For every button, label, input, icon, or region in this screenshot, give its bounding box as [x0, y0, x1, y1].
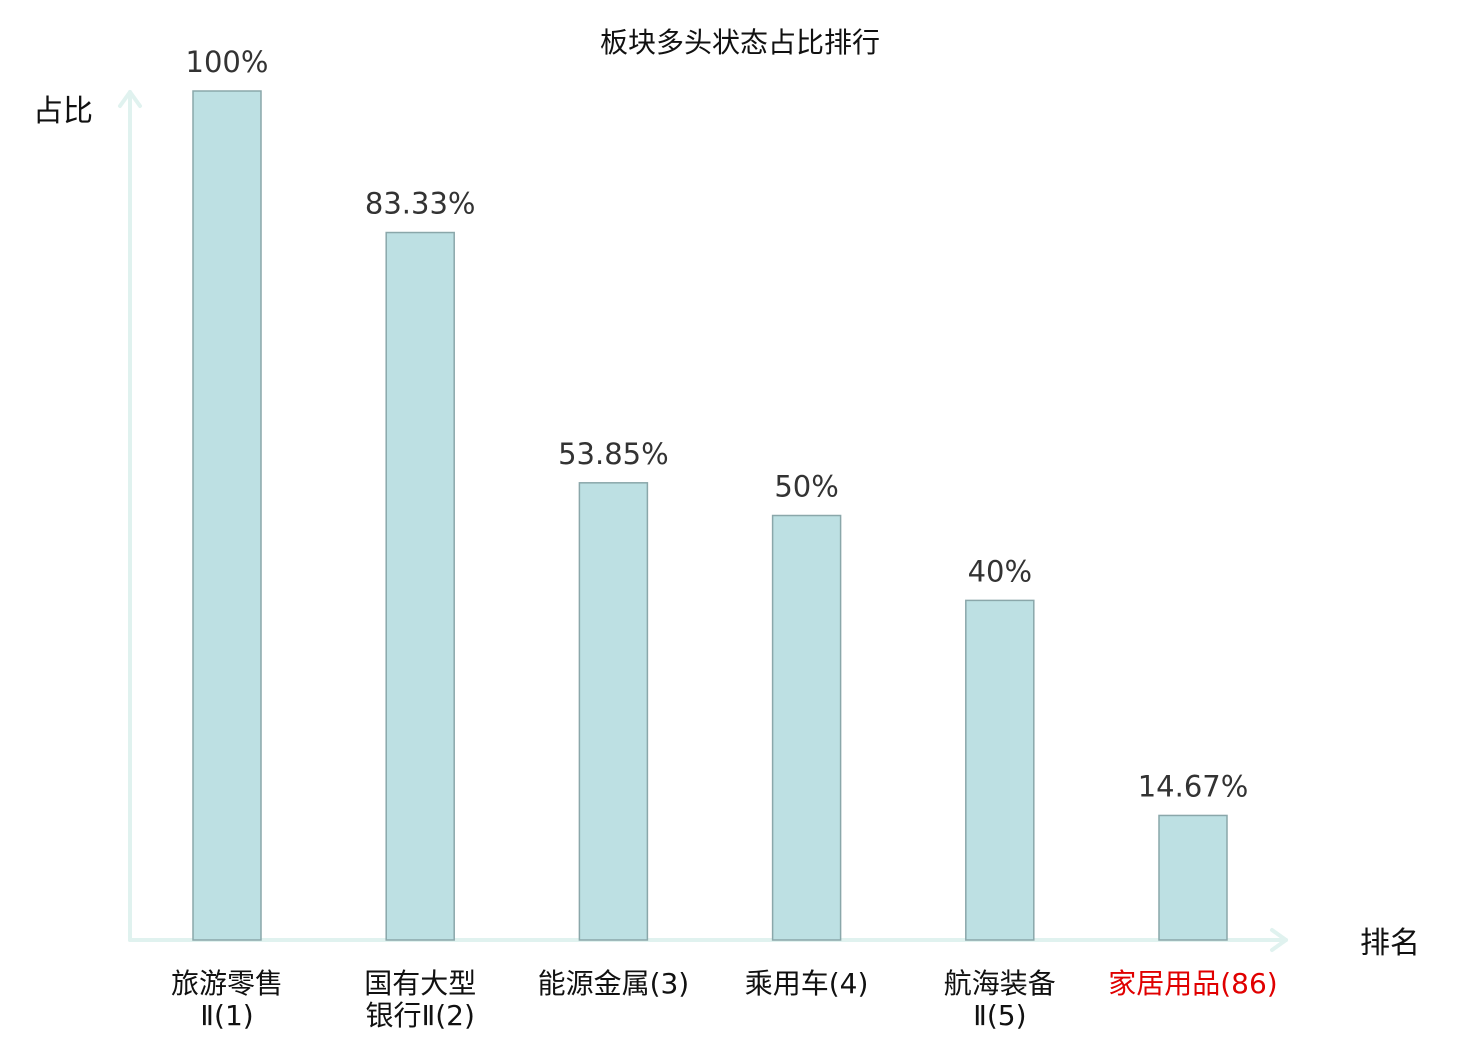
category-label-line: Ⅱ(5) — [973, 999, 1026, 1032]
category-label: 能源金属(3) — [538, 967, 690, 1000]
value-label: 100% — [186, 45, 269, 79]
value-label: 53.85% — [558, 437, 669, 471]
bar — [1158, 814, 1228, 941]
category-label-line: 旅游零售 — [171, 967, 283, 1000]
y-axis-title: 占比 — [33, 94, 93, 129]
value-labels-group: 100% 83.33% 53.85% 50% 40% 14.67% — [186, 45, 1249, 803]
x-axis-title: 排名 — [1360, 926, 1420, 961]
value-label: 14.67% — [1138, 769, 1249, 803]
category-label-line: 乘用车(4) — [745, 967, 869, 1000]
bar — [192, 90, 262, 941]
category-label-line: 能源金属(3) — [538, 967, 690, 1000]
x-axis-arrow-icon — [1270, 928, 1288, 952]
category-label-line: 家居用品(86) — [1108, 967, 1277, 1000]
category-label-line: 国有大型 — [364, 967, 476, 1000]
category-label: 家居用品(86) — [1108, 967, 1277, 1000]
bar — [771, 514, 842, 941]
category-labels-group: 旅游零售 Ⅱ(1) 国有大型银行Ⅱ(2) 能源金属(3) 乘用车(4) 航海装备 Ⅱ(5) 家… — [171, 967, 1278, 1032]
value-label: 40% — [968, 554, 1032, 588]
bar — [385, 231, 455, 941]
value-label: 83.33% — [365, 187, 476, 221]
category-label-line: 航海装备 — [944, 967, 1056, 1000]
category-label: 旅游零售 Ⅱ(1) — [171, 967, 283, 1032]
category-label-line: Ⅱ(1) — [200, 999, 253, 1032]
bar — [578, 482, 649, 941]
category-label: 国有大型银行Ⅱ(2) — [364, 967, 476, 1032]
chart-title: 板块多头状态占比排行 — [600, 26, 880, 59]
bar — [965, 599, 1035, 941]
value-label: 50% — [774, 470, 838, 504]
y-axis-arrow-icon — [118, 90, 142, 108]
category-label: 乘用车(4) — [745, 967, 869, 1000]
bars-group — [192, 90, 1228, 941]
category-label-line: 银行Ⅱ(2) — [365, 999, 474, 1032]
category-label: 航海装备 Ⅱ(5) — [944, 967, 1056, 1032]
